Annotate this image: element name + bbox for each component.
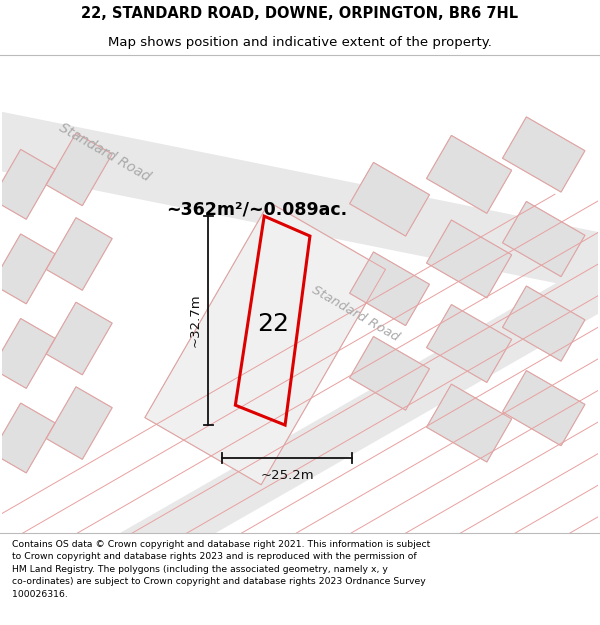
Polygon shape: [502, 371, 585, 446]
Polygon shape: [0, 234, 55, 304]
Polygon shape: [0, 319, 55, 388]
Text: Standard Road: Standard Road: [56, 121, 152, 184]
Polygon shape: [121, 259, 598, 588]
Polygon shape: [502, 201, 585, 277]
Polygon shape: [502, 286, 585, 361]
Polygon shape: [0, 403, 55, 473]
Polygon shape: [350, 162, 430, 236]
Text: 22, STANDARD ROAD, DOWNE, ORPINGTON, BR6 7HL: 22, STANDARD ROAD, DOWNE, ORPINGTON, BR6…: [82, 6, 518, 21]
Text: ~25.2m: ~25.2m: [260, 469, 314, 482]
Polygon shape: [46, 133, 112, 206]
Text: Map shows position and indicative extent of the property.: Map shows position and indicative extent…: [108, 36, 492, 49]
Polygon shape: [145, 202, 386, 485]
Polygon shape: [46, 387, 112, 459]
Polygon shape: [46, 217, 112, 290]
Polygon shape: [0, 110, 600, 294]
Polygon shape: [427, 136, 512, 213]
Text: Standard Road: Standard Road: [310, 283, 402, 344]
Polygon shape: [427, 304, 512, 382]
Polygon shape: [427, 384, 512, 462]
Polygon shape: [350, 336, 430, 410]
Text: Contains OS data © Crown copyright and database right 2021. This information is : Contains OS data © Crown copyright and d…: [12, 540, 430, 599]
Polygon shape: [46, 302, 112, 375]
Text: 22: 22: [257, 312, 289, 336]
Text: ~32.7m: ~32.7m: [189, 294, 202, 348]
Polygon shape: [502, 117, 585, 192]
Polygon shape: [0, 149, 55, 219]
Text: ~362m²/~0.089ac.: ~362m²/~0.089ac.: [166, 200, 347, 218]
Polygon shape: [350, 252, 430, 326]
Polygon shape: [427, 220, 512, 298]
